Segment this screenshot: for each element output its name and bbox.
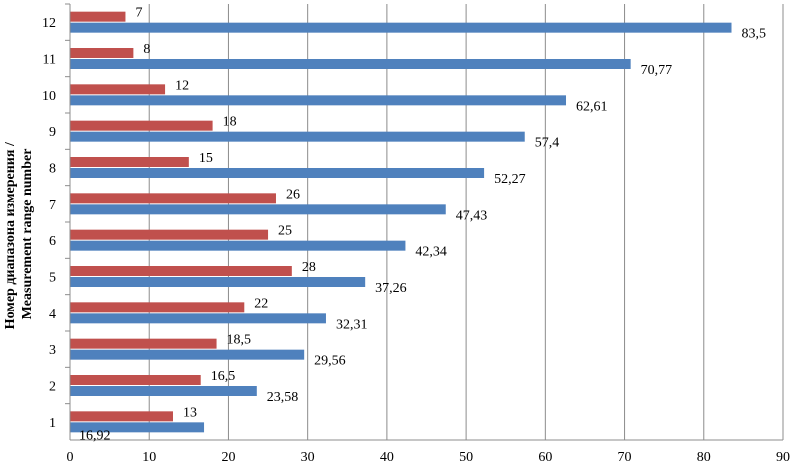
bar-blue (70, 386, 257, 396)
bar-blue (70, 313, 326, 324)
x-tick-label: 50 (459, 450, 473, 465)
data-label-red: 22 (254, 296, 268, 311)
x-tick-label: 0 (67, 450, 74, 465)
data-label-red: 26 (286, 187, 300, 202)
x-tick-label: 70 (618, 450, 632, 465)
data-label-blue: 83,5 (742, 27, 767, 42)
x-tick-label: 20 (221, 450, 235, 465)
bar-red (70, 302, 245, 313)
bar-blue (70, 95, 567, 106)
y-tick-label: 5 (49, 271, 56, 286)
bar-blue (70, 277, 366, 287)
data-label-red: 8 (143, 42, 150, 57)
bar-blue (70, 131, 525, 142)
bar-red (70, 84, 166, 95)
data-labels: 13 16,92 16,5 23,58 18,5 29,56 22 32,31 28 37,26 2… (79, 6, 766, 444)
data-label-blue: 16,92 (79, 428, 111, 443)
y-tick-label: 4 (49, 307, 56, 322)
y-axis-title-line2: Measurement range number (20, 149, 35, 320)
data-label-blue: 42,34 (415, 245, 447, 260)
bar-red (70, 338, 217, 349)
data-label-blue: 29,56 (314, 354, 346, 369)
y-tick-label: 12 (42, 16, 56, 31)
x-tick-label: 10 (142, 450, 156, 465)
bar-red (70, 375, 201, 385)
data-label-red: 7 (135, 6, 142, 21)
x-tick-label: 90 (776, 450, 790, 465)
bar-red (70, 120, 213, 131)
y-tick-label: 11 (43, 53, 56, 68)
bars (70, 11, 732, 433)
x-tick-label: 60 (538, 450, 552, 465)
bar-red (70, 11, 126, 22)
bar-red (70, 229, 269, 240)
data-label-red: 18 (223, 115, 237, 130)
y-axis-title: Номер диапазона измерения / Measurement … (3, 139, 35, 330)
data-label-blue: 70,77 (641, 63, 673, 78)
x-tick-label: 40 (380, 450, 394, 465)
y-tick-label: 7 (49, 198, 56, 213)
data-label-red: 18,5 (227, 333, 252, 348)
y-tick-label: 8 (49, 162, 56, 177)
x-tick-label: 80 (697, 450, 711, 465)
data-label-red: 12 (175, 78, 189, 93)
y-axis-title-line1: Номер диапазона измерения / (3, 141, 18, 329)
bar-blue (70, 240, 406, 251)
bar-red (70, 48, 134, 58)
gridlines (148, 4, 784, 440)
bar-red (70, 411, 173, 422)
y-tick-label: 2 (49, 380, 56, 395)
data-label-blue: 23,58 (267, 390, 299, 405)
data-label-blue: 57,4 (535, 136, 560, 151)
data-label-red: 25 (278, 224, 292, 239)
y-tick-label: 9 (49, 125, 56, 140)
x-tick-label: 30 (301, 450, 315, 465)
bar-red (70, 193, 276, 204)
data-label-red: 13 (183, 405, 197, 420)
data-label-red: 15 (199, 151, 213, 166)
y-tick-label: 10 (42, 89, 56, 104)
y-tick-label: 3 (49, 343, 56, 358)
bar-blue (70, 22, 732, 33)
y-tick-label: 1 (49, 416, 56, 431)
bar-blue (70, 204, 446, 215)
bar-red (70, 266, 292, 276)
bar-blue (70, 59, 631, 69)
data-label-blue: 37,26 (375, 281, 407, 296)
bar-blue (70, 168, 485, 178)
data-label-blue: 47,43 (456, 208, 488, 223)
data-label-blue: 62,61 (576, 99, 608, 114)
data-label-blue: 32,31 (336, 317, 368, 332)
data-label-red: 28 (302, 260, 316, 275)
y-tick-label: 6 (49, 234, 56, 249)
data-label-blue: 52,27 (494, 172, 526, 187)
data-label-red: 16,5 (211, 369, 236, 384)
bar-red (70, 157, 189, 167)
bar-blue (70, 349, 305, 360)
bar-blue (70, 422, 205, 433)
